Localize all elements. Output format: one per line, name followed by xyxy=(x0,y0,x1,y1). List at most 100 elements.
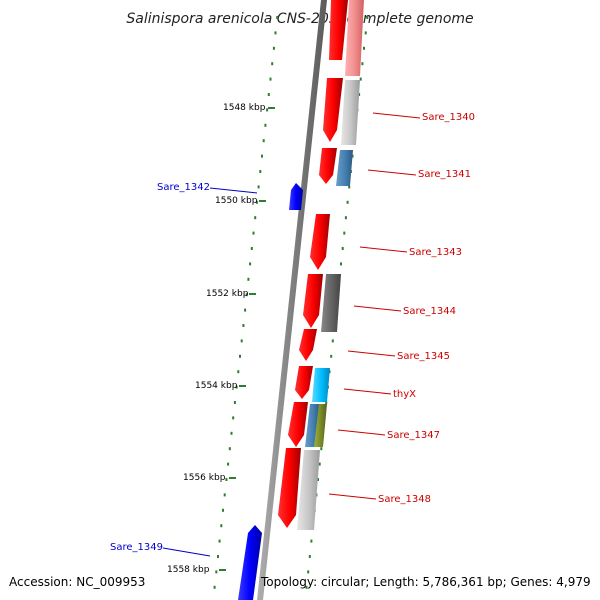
tick-dot xyxy=(267,93,270,96)
gene-label-sare-1348[interactable]: Sare_1348 xyxy=(378,494,431,505)
tick-dot xyxy=(276,16,279,19)
tick-dot xyxy=(247,277,250,281)
genome-backbone xyxy=(257,0,327,600)
gene-label-sare-1347[interactable]: Sare_1347 xyxy=(387,430,440,441)
tick-dot xyxy=(240,339,243,343)
gene-arrow[interactable] xyxy=(278,448,301,528)
left-tick-dots xyxy=(213,16,279,589)
tick-dot xyxy=(308,555,311,558)
gene-block[interactable] xyxy=(297,450,320,530)
tick-dot xyxy=(351,154,354,158)
tick-dot xyxy=(262,139,265,143)
tick-dot xyxy=(318,462,321,466)
map-title: Salinispora arenicola CNS-205, complete … xyxy=(126,11,473,27)
gene-arrow[interactable] xyxy=(295,366,313,399)
gene-arrow[interactable] xyxy=(329,0,348,60)
kbp-label: 1554 kbp xyxy=(195,381,238,391)
tick-dot xyxy=(230,431,233,435)
tick-dot xyxy=(317,478,319,481)
gene-arrow[interactable] xyxy=(319,148,337,184)
gene-labels: Sare_1340 Sare_1341 Sare_1342 Sare_1343 … xyxy=(110,112,475,553)
tick-dot xyxy=(237,370,240,374)
gene-block[interactable] xyxy=(336,150,353,186)
gene-arrow[interactable] xyxy=(238,525,262,600)
gene-block[interactable] xyxy=(321,274,341,332)
tick-dot xyxy=(213,585,216,589)
gene-label-sare-1341[interactable]: Sare_1341 xyxy=(418,169,471,180)
gene-label-sare-1342[interactable]: Sare_1342 xyxy=(157,182,210,193)
tick-dot xyxy=(257,185,260,189)
tick-dot xyxy=(359,77,362,81)
tick-dot xyxy=(330,354,333,358)
gene-label-sare-1349[interactable]: Sare_1349 xyxy=(110,542,163,553)
tick-dot xyxy=(331,339,334,343)
tick-dot xyxy=(361,62,364,66)
tick-dot xyxy=(215,570,218,574)
forward-strand-feature-row xyxy=(297,0,364,530)
tick-dot xyxy=(235,385,238,389)
tick-dot xyxy=(343,231,346,235)
tick-dot xyxy=(252,231,255,235)
tick-dot xyxy=(259,170,262,173)
topology-text: Topology: circular; Length: 5,786,361 bp… xyxy=(261,575,591,589)
gene-block[interactable] xyxy=(312,368,330,402)
tick-dot xyxy=(261,154,263,158)
tick-dot xyxy=(366,16,369,19)
gene-label-thyx[interactable]: thyX xyxy=(393,389,416,400)
tick-dot xyxy=(227,462,230,466)
tick-dot xyxy=(232,416,235,420)
gene-block[interactable] xyxy=(345,0,364,76)
gene-label-sare-1343[interactable]: Sare_1343 xyxy=(409,247,462,258)
gene-arrow[interactable] xyxy=(289,183,303,210)
tick-dot xyxy=(340,262,342,266)
tick-dot xyxy=(220,524,223,528)
gene-arrow[interactable] xyxy=(323,78,343,142)
gene-block[interactable] xyxy=(314,404,327,447)
gene-label-sare-1344[interactable]: Sare_1344 xyxy=(403,306,456,317)
tick-dot xyxy=(363,46,365,50)
tick-dot xyxy=(307,570,310,574)
tick-dot xyxy=(325,401,328,404)
gene-arrow[interactable] xyxy=(303,274,323,328)
kbp-label: 1556 kbp xyxy=(183,473,226,483)
tick-dot xyxy=(225,478,228,481)
tick-dot xyxy=(344,216,347,220)
tick-dot xyxy=(228,447,231,451)
kbp-scale: 1548 kbp 1550 kbp 1552 kbp 1554 kbp 1556… xyxy=(167,103,275,575)
tick-dot xyxy=(244,308,247,312)
tick-dot xyxy=(364,31,367,35)
tick-dot xyxy=(239,354,241,358)
tick-dot xyxy=(341,247,344,250)
gene-label-leaders xyxy=(162,112,421,557)
gene-block[interactable] xyxy=(341,80,360,145)
tick-dot xyxy=(250,247,253,250)
tick-dot xyxy=(272,46,275,50)
tick-dot xyxy=(274,31,277,35)
kbp-label: 1548 kbp xyxy=(223,103,266,113)
gene-arrow[interactable] xyxy=(299,329,317,361)
tick-dot xyxy=(266,108,269,112)
tick-dot xyxy=(255,200,258,204)
gene-label-sare-1340[interactable]: Sare_1340 xyxy=(422,112,475,123)
gene-arrow[interactable] xyxy=(310,214,330,270)
tick-dot xyxy=(218,539,221,543)
tick-dot xyxy=(217,555,219,558)
tick-dot xyxy=(320,447,323,451)
tick-dot xyxy=(249,262,252,266)
tick-dot xyxy=(271,62,274,66)
tick-dot xyxy=(264,123,267,127)
tick-dot xyxy=(346,200,349,204)
tick-dot xyxy=(269,77,272,81)
gene-arrow[interactable] xyxy=(288,402,308,447)
tick-dot xyxy=(310,539,313,543)
forward-strand-genes xyxy=(278,0,348,528)
reverse-strand-genes xyxy=(238,183,303,600)
tick-dot xyxy=(305,585,308,589)
tick-dot xyxy=(233,401,236,404)
kbp-label: 1552 kbp xyxy=(206,289,249,299)
kbp-label: 1550 kbp xyxy=(215,196,258,206)
gene-label-sare-1345[interactable]: Sare_1345 xyxy=(397,351,450,362)
tick-dot xyxy=(348,185,351,189)
tick-dot xyxy=(222,508,224,512)
